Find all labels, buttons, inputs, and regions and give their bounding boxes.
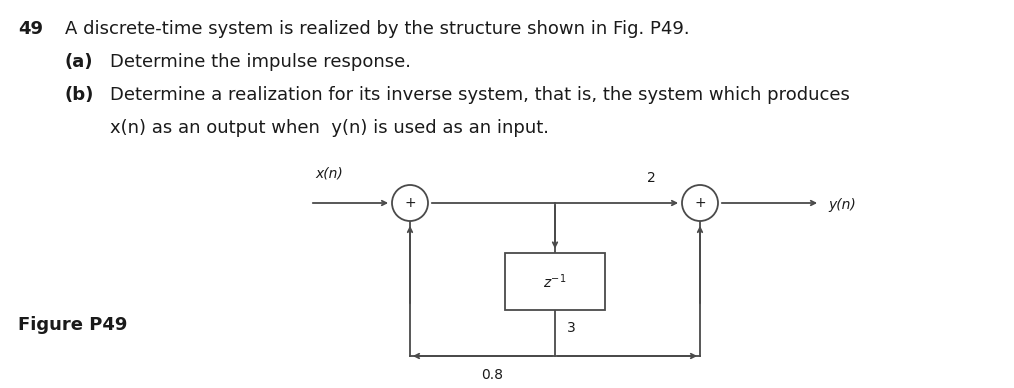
Text: 0.8: 0.8 — [482, 368, 504, 382]
Text: Determine a realization for its inverse system, that is, the system which produc: Determine a realization for its inverse … — [110, 86, 850, 104]
Text: $z^{-1}$: $z^{-1}$ — [544, 272, 567, 291]
Text: +: + — [405, 196, 416, 210]
Text: 2: 2 — [647, 171, 656, 185]
Text: x(n) as an output when  y(n) is used as an input.: x(n) as an output when y(n) is used as a… — [110, 119, 549, 137]
Text: A discrete-time system is realized by the structure shown in Fig. P49.: A discrete-time system is realized by th… — [65, 20, 690, 38]
Text: 49: 49 — [18, 20, 43, 38]
Text: +: + — [695, 196, 706, 210]
Text: x(n): x(n) — [315, 167, 343, 181]
Text: (a): (a) — [65, 53, 93, 71]
Text: 3: 3 — [567, 321, 576, 335]
Text: y(n): y(n) — [828, 198, 856, 212]
Bar — [505, 253, 605, 310]
Text: Figure P49: Figure P49 — [18, 316, 128, 334]
Text: Determine the impulse response.: Determine the impulse response. — [110, 53, 411, 71]
Text: (b): (b) — [65, 86, 94, 104]
